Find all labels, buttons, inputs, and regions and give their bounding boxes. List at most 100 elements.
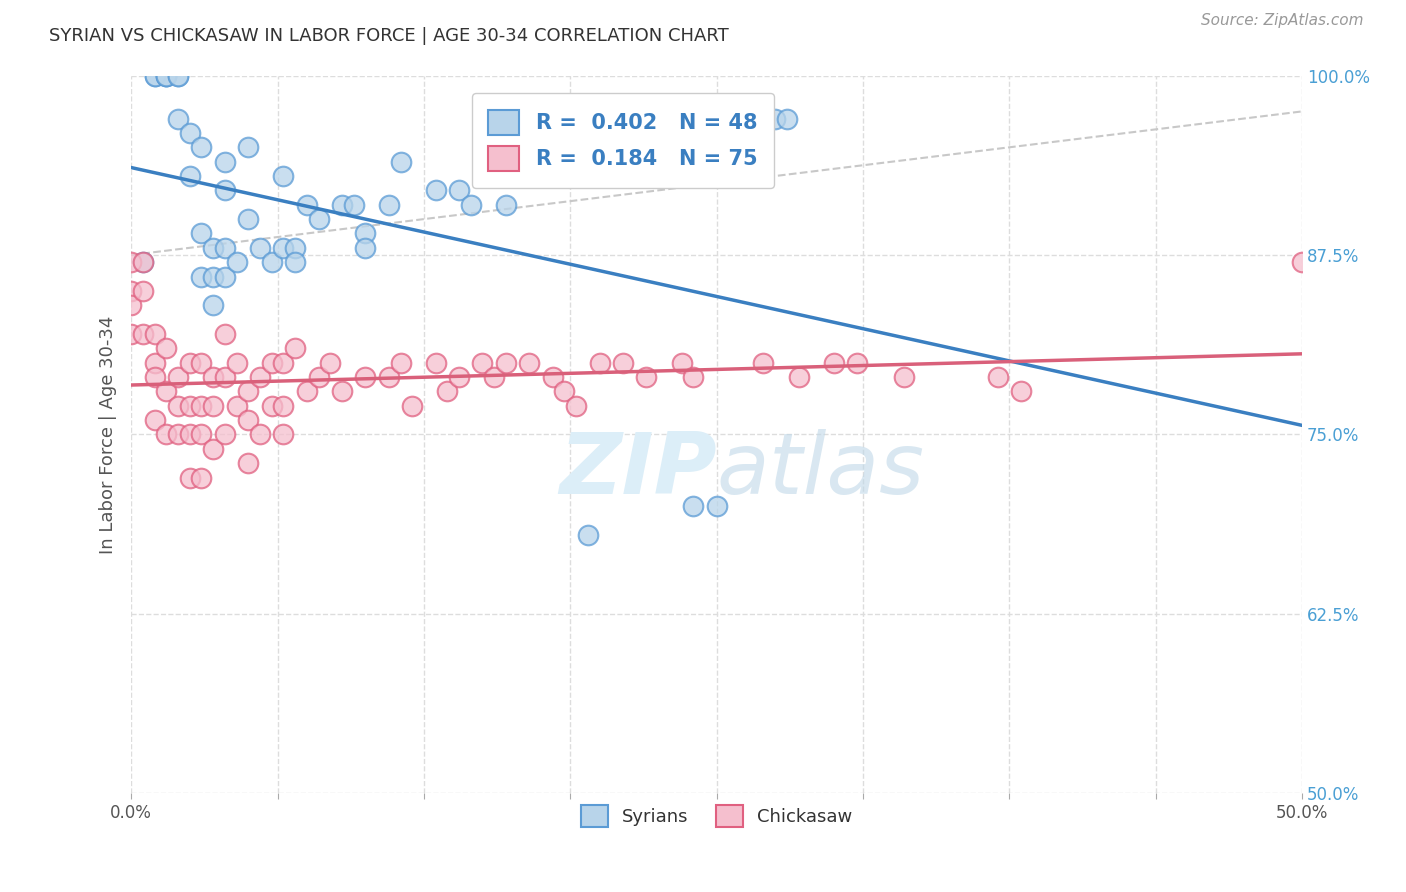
Point [167, 112, 190, 126]
Point [378, 370, 401, 384]
Point [167, 370, 190, 384]
Point [471, 356, 494, 370]
Point [752, 356, 775, 370]
Point [354, 227, 377, 241]
Point [214, 154, 236, 169]
Point [214, 241, 236, 255]
Point [482, 370, 505, 384]
Point [787, 370, 810, 384]
Point [987, 370, 1010, 384]
Point [120, 284, 142, 298]
Point [155, 384, 177, 399]
Point [143, 356, 166, 370]
Point [260, 399, 283, 413]
Point [389, 154, 412, 169]
Point [202, 269, 225, 284]
Point [190, 140, 212, 154]
Point [179, 399, 201, 413]
Point [576, 528, 599, 542]
Point [143, 326, 166, 341]
Point [225, 255, 247, 269]
Point [636, 370, 658, 384]
Point [179, 126, 201, 140]
Point [214, 269, 236, 284]
Point [308, 370, 330, 384]
Point [449, 370, 471, 384]
Point [132, 255, 155, 269]
Point [612, 356, 634, 370]
Point [389, 356, 412, 370]
Point [273, 427, 295, 442]
Point [167, 69, 190, 83]
Point [225, 356, 247, 370]
Text: ZIP: ZIP [560, 429, 717, 512]
Point [319, 356, 342, 370]
Point [330, 198, 353, 212]
Point [132, 284, 155, 298]
Legend: Syrians, Chickasaw: Syrians, Chickasaw [574, 798, 860, 835]
Point [273, 241, 295, 255]
Point [120, 298, 142, 312]
Point [541, 370, 564, 384]
Point [249, 427, 271, 442]
Point [202, 298, 225, 312]
Point [682, 370, 704, 384]
Point [1010, 384, 1032, 399]
Point [588, 356, 610, 370]
Point [190, 227, 212, 241]
Point [495, 356, 517, 370]
Point [202, 370, 225, 384]
Point [143, 69, 166, 83]
Point [893, 370, 915, 384]
Point [295, 384, 318, 399]
Y-axis label: In Labor Force | Age 30-34: In Labor Force | Age 30-34 [100, 315, 117, 554]
Point [179, 169, 201, 183]
Point [401, 399, 423, 413]
Point [190, 356, 212, 370]
Point [273, 356, 295, 370]
Point [214, 427, 236, 442]
Point [238, 413, 260, 427]
Point [565, 399, 588, 413]
Point [132, 326, 155, 341]
Point [706, 500, 728, 514]
Point [132, 255, 155, 269]
Point [776, 112, 799, 126]
Point [238, 456, 260, 470]
Point [155, 69, 177, 83]
Point [846, 356, 869, 370]
Point [273, 399, 295, 413]
Point [202, 241, 225, 255]
Point [354, 370, 377, 384]
Point [330, 384, 353, 399]
Point [728, 140, 751, 154]
Text: Source: ZipAtlas.com: Source: ZipAtlas.com [1201, 13, 1364, 29]
Point [155, 69, 177, 83]
Point [143, 69, 166, 83]
Point [460, 198, 482, 212]
Text: SYRIAN VS CHICKASAW IN LABOR FORCE | AGE 30-34 CORRELATION CHART: SYRIAN VS CHICKASAW IN LABOR FORCE | AGE… [49, 27, 728, 45]
Point [553, 384, 575, 399]
Point [214, 326, 236, 341]
Point [449, 183, 471, 197]
Point [354, 241, 377, 255]
Point [179, 427, 201, 442]
Point [120, 255, 142, 269]
Point [214, 183, 236, 197]
Point [190, 470, 212, 484]
Point [284, 341, 307, 355]
Point [284, 255, 307, 269]
Point [167, 427, 190, 442]
Point [682, 500, 704, 514]
Point [238, 384, 260, 399]
Point [425, 356, 447, 370]
Point [260, 255, 283, 269]
Point [238, 140, 260, 154]
Point [155, 69, 177, 83]
Point [238, 212, 260, 227]
Point [155, 341, 177, 355]
Point [143, 413, 166, 427]
Point [823, 356, 845, 370]
Point [260, 356, 283, 370]
Point [378, 198, 401, 212]
